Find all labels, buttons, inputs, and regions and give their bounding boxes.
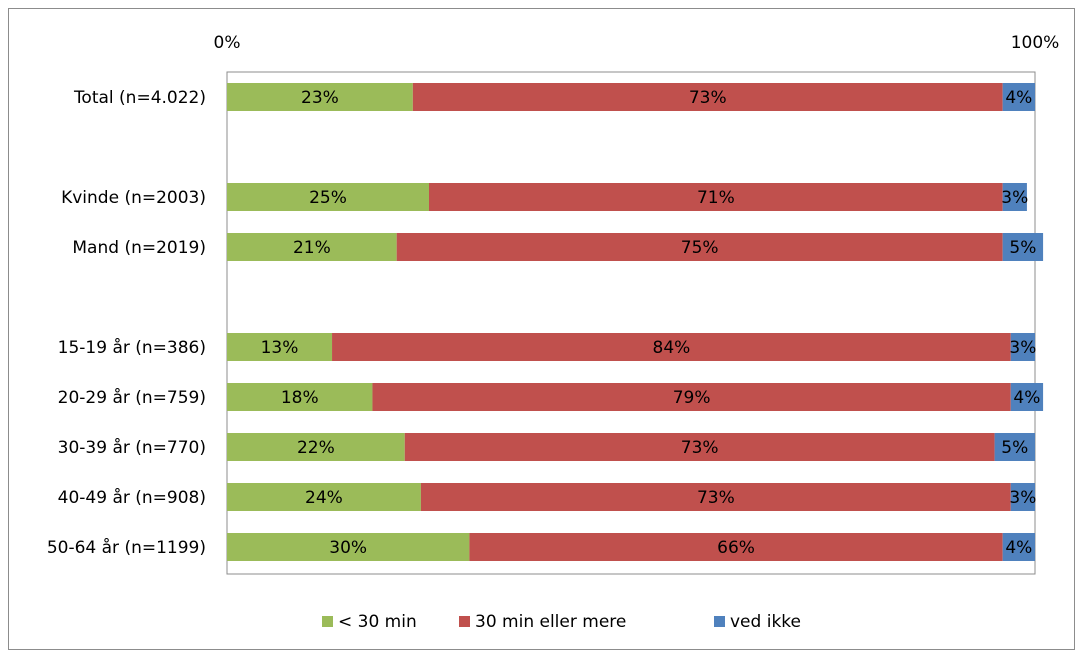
- bar-segment: [994, 433, 1035, 461]
- data-label: 25%: [309, 188, 347, 208]
- data-label: 73%: [697, 488, 735, 508]
- category-label: 40-49 år (n=908): [58, 487, 206, 508]
- data-label: 3%: [1009, 338, 1036, 358]
- bar-segment: [420, 483, 1011, 511]
- plot-area: [226, 71, 1036, 575]
- category-label: 50-64 år (n=1199): [47, 537, 206, 558]
- bar-segment: [1010, 383, 1044, 411]
- x-axis-ticks: 0% 100%: [214, 33, 1060, 53]
- data-label: 13%: [261, 338, 299, 358]
- data-label: 23%: [301, 88, 339, 108]
- bars: 23% 73% 4% 25% 71% 3% 21% 75% 5% 13% 84% 3% 18% 79% 4%…: [227, 83, 1044, 561]
- bar-segment: [396, 233, 1003, 261]
- data-label: 73%: [681, 438, 719, 458]
- data-label: 4%: [1005, 538, 1032, 558]
- legend-swatch: [322, 616, 333, 627]
- data-label: 18%: [281, 388, 319, 408]
- category-labels: Total (n=4.022) Kvinde (n=2003) Mand (n=20…: [47, 88, 206, 558]
- data-label: 66%: [717, 538, 755, 558]
- bar-segment: [227, 383, 373, 411]
- legend-label: 30 min eller mere: [475, 612, 626, 632]
- legend: < 30 min 30 min eller mere ved ikke: [322, 612, 801, 632]
- category-label: Kvinde (n=2003): [61, 188, 206, 208]
- data-label: 79%: [673, 388, 711, 408]
- data-label: 21%: [293, 238, 331, 258]
- bar-segment: [1002, 83, 1035, 111]
- data-label: 73%: [689, 88, 727, 108]
- x-tick-label: 0%: [214, 33, 241, 53]
- data-label: 5%: [1009, 238, 1036, 258]
- data-label: 71%: [697, 188, 735, 208]
- bar-segment: [227, 533, 470, 561]
- data-label: 30%: [329, 538, 367, 558]
- bar-segment: [429, 183, 1003, 211]
- bar-segment: [469, 533, 1003, 561]
- bar-segment: [404, 433, 995, 461]
- data-label: 24%: [305, 488, 343, 508]
- data-label: 4%: [1013, 388, 1040, 408]
- bar-segment: [372, 383, 1011, 411]
- bar-segment: [227, 333, 333, 361]
- category-label: 20-29 år (n=759): [58, 387, 206, 408]
- data-label: 4%: [1005, 88, 1032, 108]
- category-label: 15-19 år (n=386): [58, 337, 206, 358]
- x-tick-label: 100%: [1011, 33, 1060, 53]
- bar-segment: [332, 333, 1011, 361]
- bar-segment: [412, 83, 1003, 111]
- category-label: 30-39 år (n=770): [58, 437, 206, 458]
- data-label: 3%: [1001, 188, 1028, 208]
- bar-segment: [1010, 483, 1035, 511]
- bar-segment: [1002, 183, 1027, 211]
- bar-segment: [1010, 333, 1035, 361]
- category-label: Total (n=4.022): [73, 88, 206, 108]
- bar-segment: [1002, 533, 1035, 561]
- bar-segment: [227, 483, 421, 511]
- legend-label: < 30 min: [338, 612, 417, 632]
- legend-label: ved ikke: [730, 612, 801, 632]
- bar-segment: [227, 233, 397, 261]
- bar-segment: [227, 83, 413, 111]
- category-label: Mand (n=2019): [72, 238, 206, 258]
- data-label: 22%: [297, 438, 335, 458]
- bar-segment: [227, 433, 405, 461]
- legend-swatch: [459, 616, 470, 627]
- data-label: 5%: [1001, 438, 1028, 458]
- bar-segment: [1002, 233, 1044, 261]
- bar-segment: [227, 183, 429, 211]
- data-label: 75%: [681, 238, 719, 258]
- data-label: 84%: [653, 338, 691, 358]
- legend-swatch: [714, 616, 725, 627]
- data-label: 3%: [1009, 488, 1036, 508]
